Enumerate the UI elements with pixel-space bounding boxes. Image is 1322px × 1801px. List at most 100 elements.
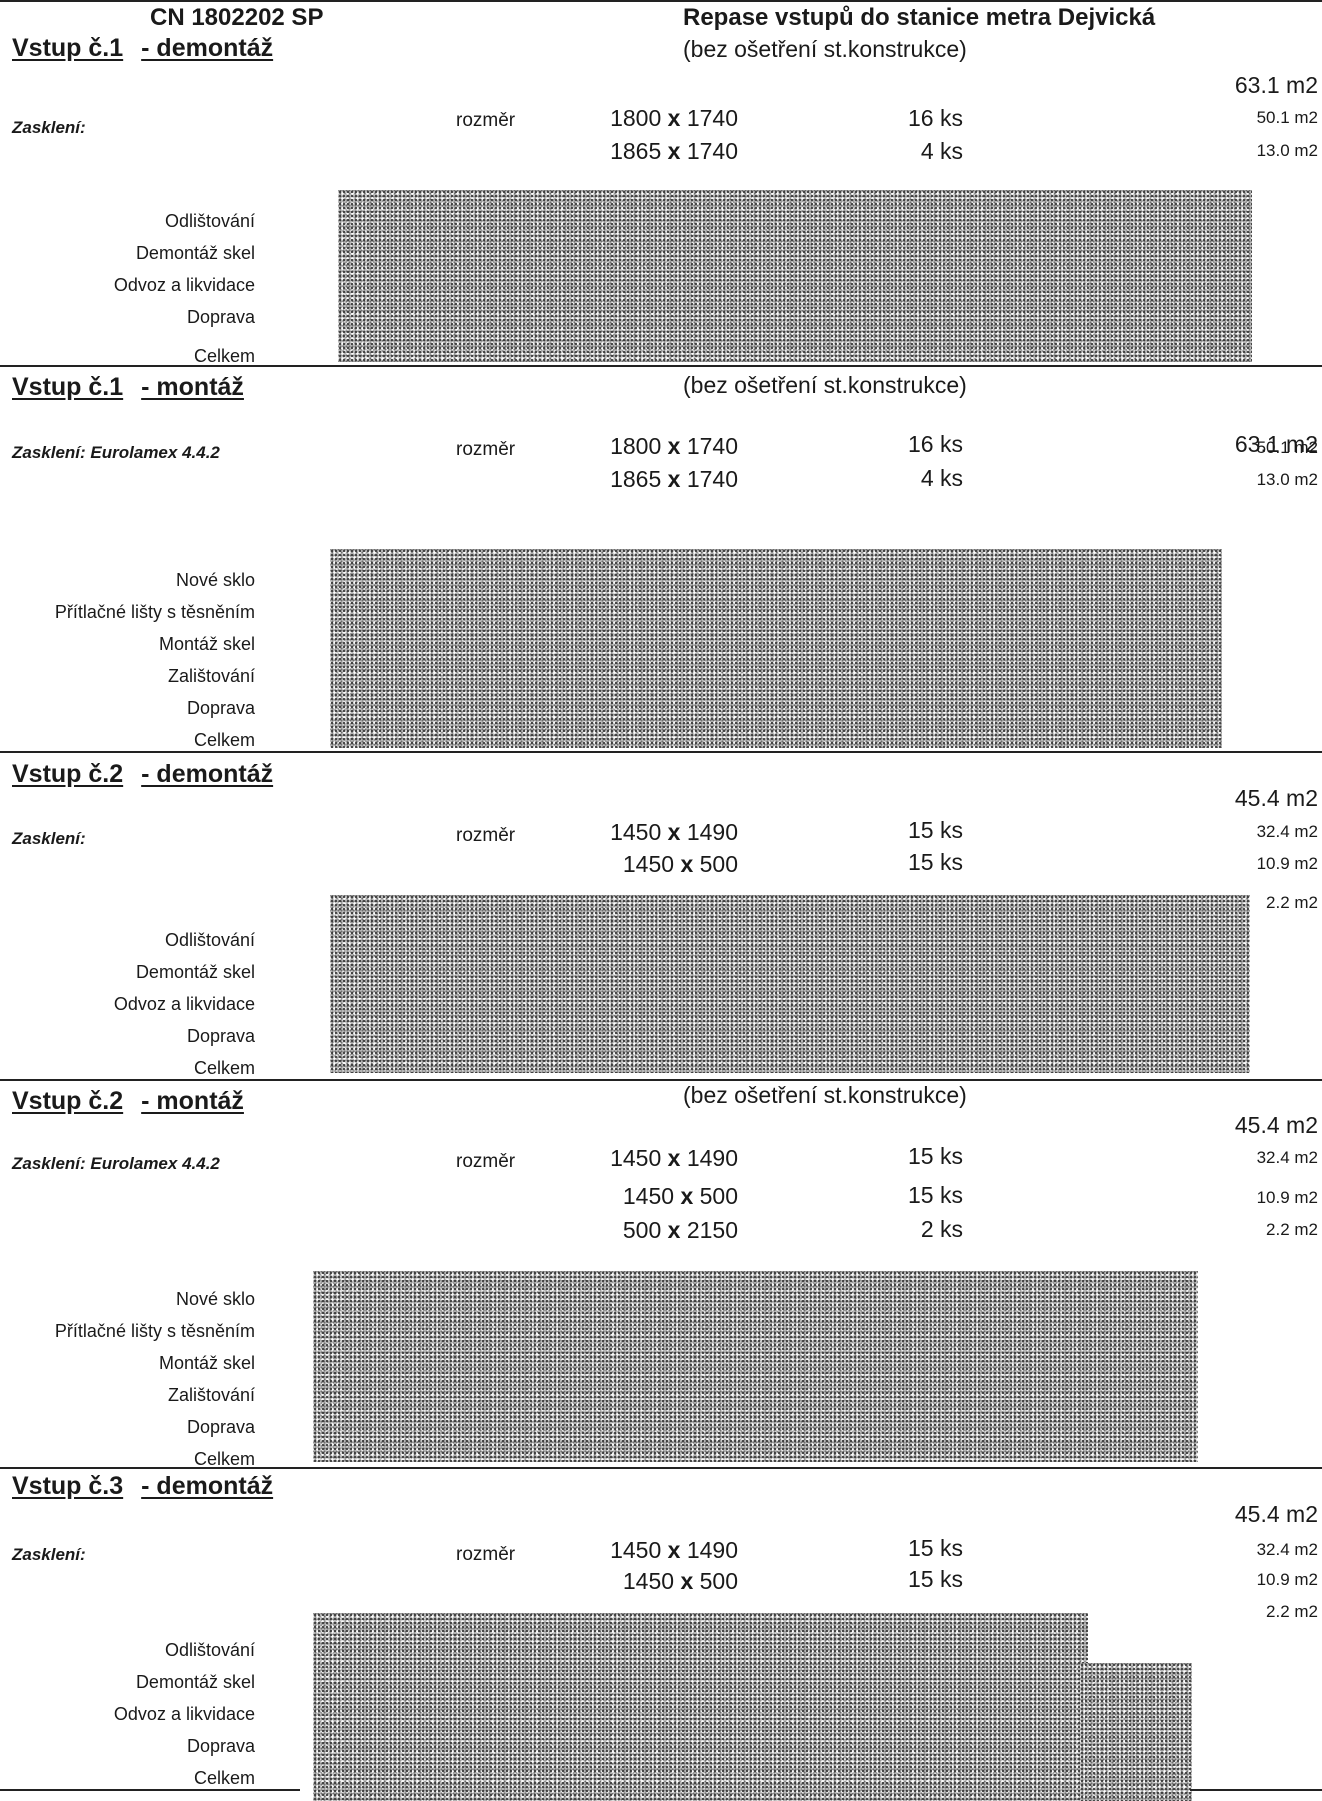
work-item: Odlištování [164, 930, 255, 950]
work-item: Přítlačné lišty s těsněním [54, 602, 255, 622]
work-item: Demontáž skel [135, 1672, 255, 1692]
redacted-block [330, 895, 1250, 1073]
glazing-label: Zasklení: Eurolamex 4.4.2 [12, 1154, 220, 1173]
area-total: 45.4 m2 [1234, 1501, 1318, 1527]
phase-label: - demontáž [141, 760, 274, 788]
work-item: Doprava [186, 1417, 255, 1437]
dimension-label: rozměr [456, 439, 516, 460]
entrance-label: Vstup č.1 [12, 373, 124, 401]
area: 32.4 m2 [1256, 1540, 1318, 1559]
phase-label: - demontáž [141, 34, 274, 62]
total-item: Celkem [193, 1449, 255, 1469]
entrance-label: Vstup č.2 [12, 1087, 124, 1115]
area: 2.2 m2 [1266, 1220, 1318, 1239]
work-item: Demontáž skel [135, 962, 255, 982]
dimension: 1450 x 500 [622, 1183, 738, 1209]
area: 2.2 m2 [1266, 1602, 1318, 1621]
phase-label: - montáž [141, 1087, 244, 1115]
dimension-label: rozměr [456, 110, 516, 131]
quantity: 15 ks [908, 1182, 963, 1208]
dimension: 1865 x 1740 [610, 138, 738, 164]
section-title: Vstup č.1 - demontáž [12, 34, 273, 63]
phase-label: - montáž [141, 373, 244, 401]
quantity: 15 ks [908, 817, 963, 843]
entrance-label: Vstup č.2 [12, 760, 124, 788]
dimension-label: rozměr [456, 1151, 516, 1172]
quantity: 4 ks [920, 465, 963, 491]
work-item: Montáž skel [158, 634, 255, 654]
total-item: Celkem [193, 1768, 255, 1788]
section-rule [0, 1467, 1322, 1469]
work-item: Montáž skel [158, 1353, 255, 1373]
entrance-label: Vstup č.3 [12, 1472, 124, 1500]
work-item: Nové sklo [175, 570, 255, 590]
quantity: 15 ks [908, 1535, 963, 1561]
work-item: Odvoz a likvidace [113, 1704, 255, 1724]
dimension: 1450 x 1490 [610, 819, 738, 845]
area: 2.2 m2 [1266, 893, 1318, 912]
work-item: Odvoz a likvidace [113, 994, 255, 1014]
bottom-rule [1190, 1789, 1322, 1791]
glazing-label: Zasklení: [12, 1545, 86, 1564]
work-item: Doprava [186, 1736, 255, 1756]
area: 32.4 m2 [1256, 822, 1318, 841]
work-item: Odlištování [164, 1640, 255, 1660]
area-total: 63.1 m2 [1234, 72, 1318, 98]
glazing-label: Zasklení: [12, 829, 86, 848]
total-item: Celkem [193, 346, 255, 366]
quantity: 15 ks [908, 849, 963, 875]
quantity: 4 ks [920, 138, 963, 164]
section-rule [0, 365, 1322, 367]
section-title: Vstup č.3 - demontáž [12, 1472, 273, 1501]
area: 13.0 m2 [1256, 141, 1318, 160]
top-rule [0, 0, 1322, 2]
area-total: 63.1 m2 [1234, 431, 1318, 457]
area: 10.9 m2 [1256, 1188, 1318, 1207]
section-note: (bez ošetření st.konstrukce) [683, 1082, 967, 1108]
phase-label: - demontáž [141, 1472, 274, 1500]
work-item: Odlištování [164, 211, 255, 231]
work-item: Nové sklo [175, 1289, 255, 1309]
total-item: Celkem [193, 1058, 255, 1078]
area-total: 45.4 m2 [1234, 1112, 1318, 1138]
redacted-block [313, 1613, 1088, 1801]
quantity: 15 ks [908, 1566, 963, 1592]
work-item: Demontáž skel [135, 243, 255, 263]
section-title: Vstup č.1 - montáž [12, 373, 244, 402]
total-item: Celkem [193, 730, 255, 750]
dimension: 500 x 2150 [622, 1217, 738, 1243]
quantity: 2 ks [920, 1216, 963, 1242]
section-note: (bez ošetření st.konstrukce) [683, 36, 967, 62]
work-item: Přítlačné lišty s těsněním [54, 1321, 255, 1341]
glazing-label: Zasklení: [12, 118, 86, 137]
redacted-block [313, 1271, 1198, 1462]
dimension: 1450 x 500 [622, 1568, 738, 1594]
dimension: 1800 x 1740 [610, 105, 738, 131]
section-rule [0, 1079, 1322, 1081]
quantity: 16 ks [908, 431, 963, 457]
dimension: 1450 x 500 [622, 851, 738, 877]
work-item: Odvoz a likvidace [113, 275, 255, 295]
dimension-label: rozměr [456, 825, 516, 846]
section-title: Vstup č.2 - montáž [12, 1087, 244, 1116]
work-item: Doprava [186, 698, 255, 718]
area-total: 45.4 m2 [1234, 785, 1318, 811]
redacted-block [330, 549, 1222, 748]
work-item: Zalištování [167, 1385, 255, 1405]
dimension-label: rozměr [456, 1544, 516, 1565]
area: 10.9 m2 [1256, 854, 1318, 873]
document-code: CN 1802202 SP [150, 4, 324, 31]
area: 10.9 m2 [1256, 1570, 1318, 1589]
dimension: 1865 x 1740 [610, 466, 738, 492]
quantity: 16 ks [908, 105, 963, 131]
section-title: Vstup č.2 - demontáž [12, 760, 273, 789]
document-title: Repase vstupů do stanice metra Dejvická [683, 4, 1156, 31]
work-item: Doprava [186, 307, 255, 327]
bottom-rule [0, 1789, 300, 1791]
work-item: Zalištování [167, 666, 255, 686]
entrance-label: Vstup č.1 [12, 34, 124, 62]
quantity: 15 ks [908, 1143, 963, 1169]
work-item: Doprava [186, 1026, 255, 1046]
section-rule [0, 751, 1322, 753]
area: 13.0 m2 [1256, 470, 1318, 489]
